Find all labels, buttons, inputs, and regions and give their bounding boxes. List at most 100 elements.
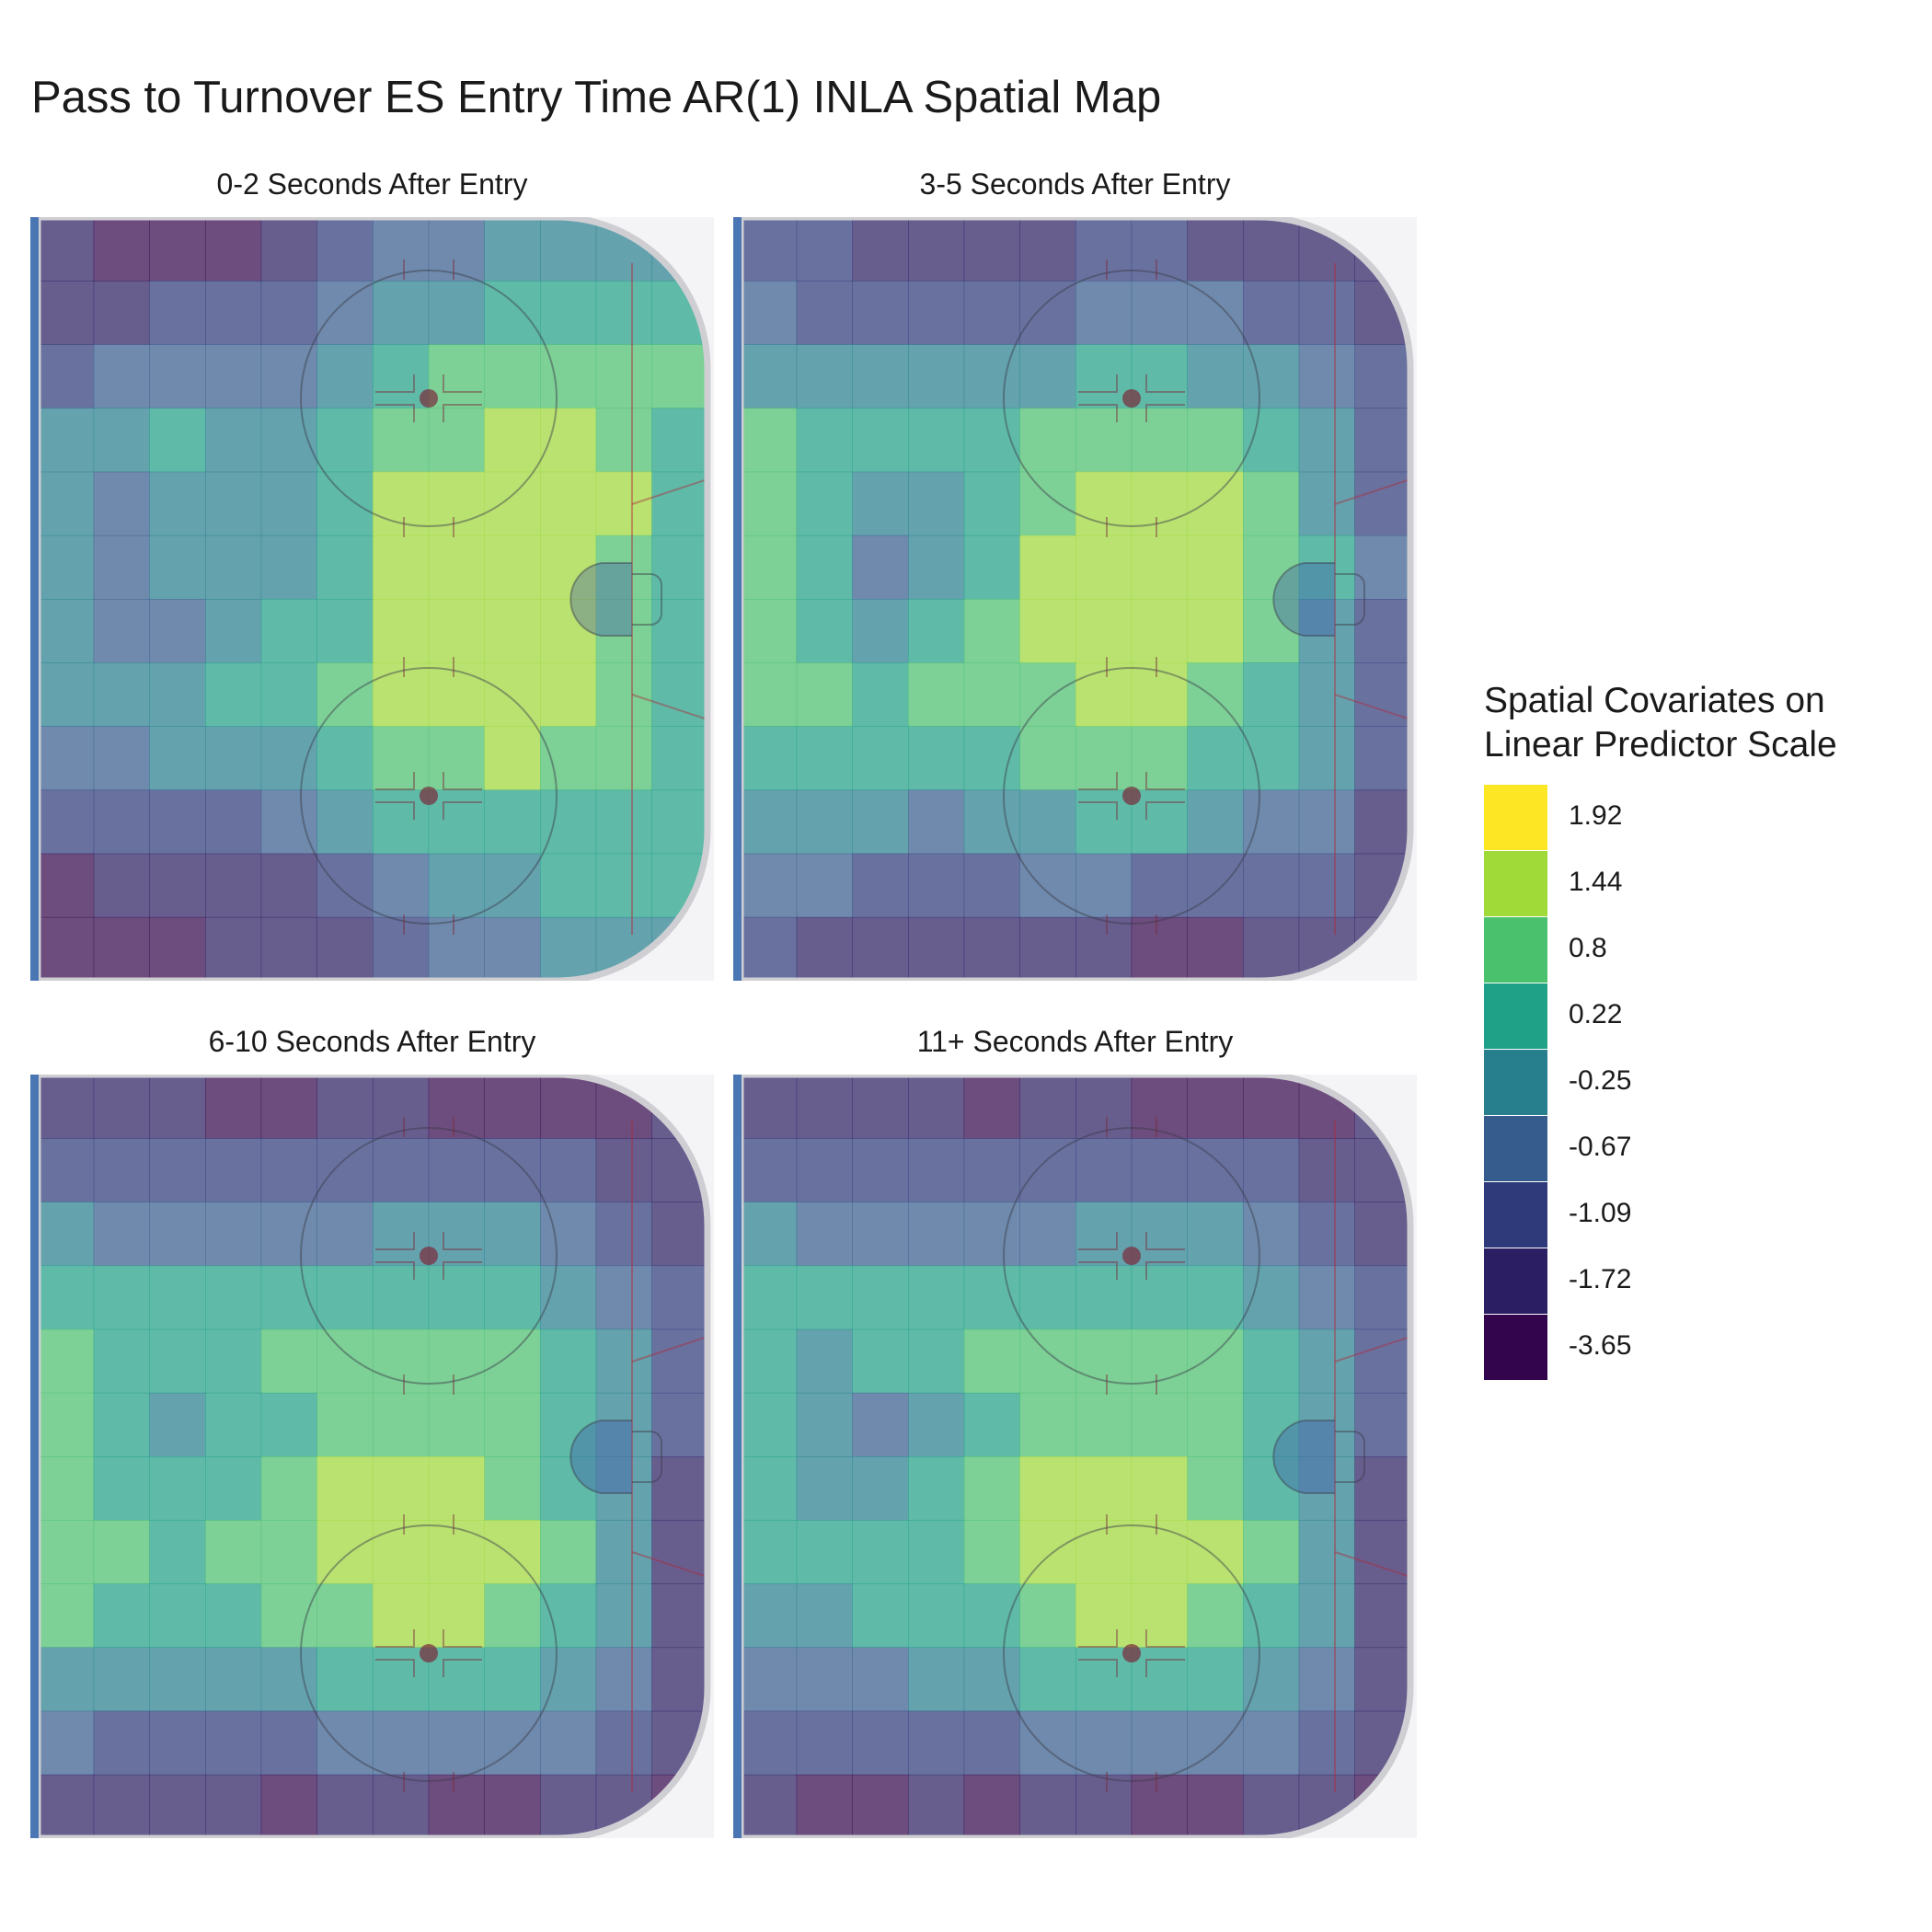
heatmap-cell xyxy=(38,1202,95,1267)
heatmap-cell xyxy=(796,916,853,981)
heatmap-cell xyxy=(149,1456,206,1521)
heatmap-cell xyxy=(1354,1456,1410,1521)
heatmap-cell xyxy=(428,471,485,536)
heatmap-cell xyxy=(908,1392,965,1457)
heatmap-cell xyxy=(260,599,317,663)
heatmap-cell xyxy=(796,1392,853,1457)
heatmap-cell xyxy=(852,599,909,663)
heatmap-cell xyxy=(741,471,798,536)
heatmap-cell xyxy=(373,726,430,791)
heatmap-cell xyxy=(741,281,798,345)
heatmap-cell xyxy=(595,471,652,536)
heatmap-cell xyxy=(651,535,707,600)
heatmap-cell xyxy=(1131,916,1188,981)
heatmap-cell xyxy=(741,662,798,727)
heatmap-cell xyxy=(38,535,95,600)
heatmap-cell xyxy=(595,599,652,663)
heatmap-cell xyxy=(484,281,541,345)
heatmap-cell xyxy=(1187,217,1244,282)
heatmap-cell xyxy=(149,1392,206,1457)
hash-mark xyxy=(443,1261,482,1280)
heatmap-cell xyxy=(484,662,541,727)
heatmap-cell xyxy=(38,1583,95,1649)
goal-net xyxy=(1335,573,1365,626)
heatmap-cell xyxy=(595,1202,652,1267)
heatmap-cell xyxy=(1243,1774,1300,1838)
heatmap-cell xyxy=(149,789,206,855)
heatmap-cell xyxy=(93,1710,150,1776)
heatmap-cell xyxy=(428,1138,485,1202)
heatmap-cell xyxy=(1298,662,1355,727)
heatmap-cell xyxy=(852,1075,909,1139)
heatmap-cell xyxy=(205,599,262,663)
heatmap-cell xyxy=(1075,662,1133,727)
heatmap-cell xyxy=(963,853,1020,918)
heatmap-cell xyxy=(741,1392,798,1457)
heatmap-cell xyxy=(484,1583,541,1649)
hash-mark xyxy=(443,772,482,790)
heatmap-cell xyxy=(963,726,1020,791)
heatmap-cell xyxy=(205,1583,262,1649)
heatmap-cell xyxy=(540,1774,597,1838)
heatmap-cell xyxy=(484,789,541,855)
heatmap-cell xyxy=(93,1138,150,1202)
legend-label: 0.22 xyxy=(1569,999,1623,1029)
heatmap-cell xyxy=(1243,853,1300,918)
heatmap-cell xyxy=(260,1138,317,1202)
heatmap-cell xyxy=(484,1456,541,1521)
heatmap-cell xyxy=(93,599,150,663)
heatmap-cell xyxy=(484,1647,541,1712)
hash-mark xyxy=(443,1629,482,1648)
heatmap-cell xyxy=(1187,1138,1244,1202)
hash-mark xyxy=(375,404,415,422)
heatmap-cell xyxy=(963,1456,1020,1521)
heatmap-cell xyxy=(852,789,909,855)
heatmap-cell xyxy=(1298,726,1355,791)
heatmap-cell xyxy=(93,471,150,536)
heatmap-cell xyxy=(1298,1328,1355,1394)
heatmap-cell xyxy=(1019,853,1076,918)
heatmap-cell xyxy=(484,1265,541,1330)
heatmap-cell xyxy=(651,1265,707,1330)
heatmap-cell xyxy=(38,662,95,727)
heatmap-cell xyxy=(1354,599,1410,663)
heatmap-cell xyxy=(373,535,430,600)
goal-crease xyxy=(569,562,632,637)
heatmap-cell xyxy=(205,408,262,473)
heatmap-cell xyxy=(1019,1202,1076,1267)
heatmap-cell xyxy=(651,662,707,727)
heatmap-cell xyxy=(1243,535,1300,600)
facet-title: 0-2 Seconds After Entry xyxy=(216,167,528,201)
heatmap-cell xyxy=(1075,789,1133,855)
faceoff-dot xyxy=(1122,1644,1141,1662)
heatmap-cell xyxy=(1354,1265,1410,1330)
heatmap-cell xyxy=(1354,662,1410,727)
heatmap-cell xyxy=(1243,281,1300,345)
heatmap-cell xyxy=(484,1392,541,1457)
heatmap-cell xyxy=(205,726,262,791)
legend: Spatial Covariates on Linear Predictor S… xyxy=(1484,679,1837,1380)
heatmap-cell xyxy=(93,1202,150,1267)
heatmap-cell xyxy=(540,599,597,663)
heatmap-cell xyxy=(38,1647,95,1712)
heatmap-cell xyxy=(741,853,798,918)
heatmap-cell xyxy=(651,471,707,536)
faceoff-dot xyxy=(420,389,438,408)
heatmap-cell xyxy=(316,853,374,918)
heatmap-cell xyxy=(852,1647,909,1712)
heatmap-cell xyxy=(1131,1647,1188,1712)
heatmap-cell xyxy=(852,408,909,473)
heatmap-cell xyxy=(852,1456,909,1521)
heatmap-cell xyxy=(428,916,485,981)
heatmap-cell xyxy=(316,1265,374,1330)
heatmap-cell xyxy=(1354,1647,1410,1712)
heatmap-cell xyxy=(540,1583,597,1649)
heatmap-cell xyxy=(1075,599,1133,663)
heatmap-cell xyxy=(1243,1647,1300,1712)
heatmap-cell xyxy=(260,281,317,345)
heatmap-cell xyxy=(1354,535,1410,600)
heatmap-cell xyxy=(260,1520,317,1584)
heatmap-cell xyxy=(595,1328,652,1394)
heatmap-cell xyxy=(540,853,597,918)
legend-label: -3.65 xyxy=(1569,1330,1632,1361)
